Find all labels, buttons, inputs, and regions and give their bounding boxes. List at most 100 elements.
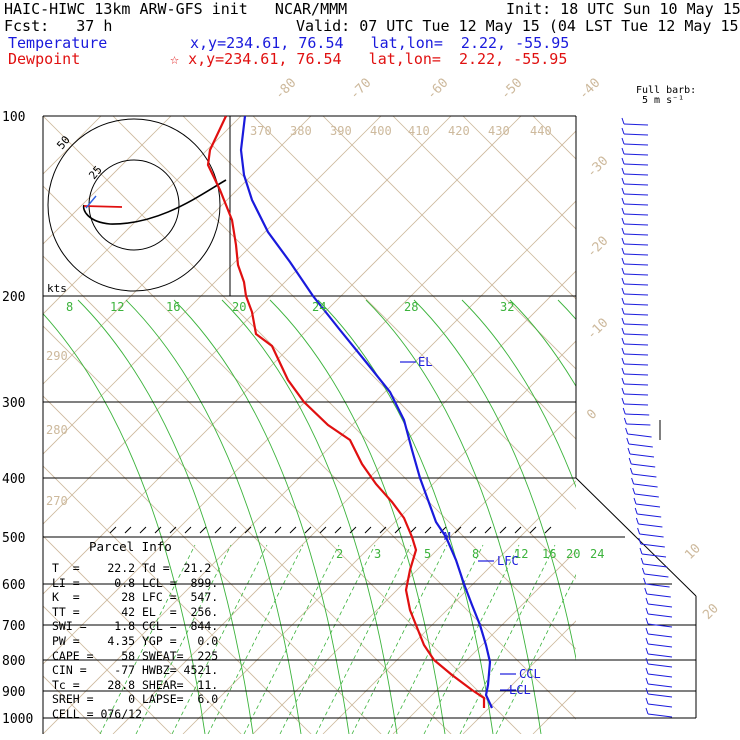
isotherm-label: -40 (576, 76, 603, 103)
moist-adiabat-line (77, 299, 254, 734)
dry-adiabat-line (0, 116, 33, 736)
dewpoint-profile-line (206, 116, 486, 708)
level-marker-m: M (444, 530, 451, 543)
parcel-info-row: PW = 4.35 YGP = 0.0 (52, 634, 219, 648)
mixing-ratio-label: 16 (542, 547, 556, 561)
wind-barb-flag (645, 607, 649, 615)
theta-label: 430 (488, 124, 510, 138)
isotherm-line (392, 550, 576, 734)
dry-adiabat-line (532, 116, 576, 160)
wind-barb-flag (621, 357, 625, 365)
hatch-mark (259, 526, 267, 534)
wind-barb-flag (621, 267, 625, 275)
hatch-mark (364, 526, 372, 534)
wind-barb (647, 653, 673, 658)
pressure-tick-label: 600 (2, 578, 25, 593)
moist-adiabat-line (413, 299, 576, 662)
wind-barb-flag (621, 377, 625, 385)
wind-barb-flag (621, 127, 625, 135)
moist-adiabat-line (461, 299, 576, 489)
wind-barb-flag (621, 287, 625, 295)
wind-barb-flag (621, 187, 625, 195)
wind-barb-flag (621, 297, 625, 305)
wind-barb-flag (621, 317, 625, 325)
wind-barb (623, 163, 649, 166)
wind-barb (634, 493, 659, 498)
wind-barb-flag (621, 177, 625, 185)
theta-label: 290 (46, 349, 68, 363)
mixing-ratio-line (279, 544, 376, 734)
init-time: Init: 18 UTC Sun 10 May 15 (506, 0, 740, 18)
theta-e-label: 32 (500, 300, 514, 314)
wind-barb (647, 713, 673, 718)
wind-barb (623, 273, 649, 276)
hatch-mark (529, 526, 537, 534)
wind-barb (645, 583, 670, 588)
wind-barb (623, 203, 649, 206)
hatch-mark (394, 526, 402, 534)
isotherm-line (322, 480, 576, 734)
dewpoint-location: ☆ x,y=234.61, 76.54 lat,lon= 2.22, -55.9… (170, 50, 568, 68)
parcel-info-row: SWI = 1.8 CCL = 844. (52, 619, 219, 634)
wind-barb (623, 223, 649, 226)
wind-barb (623, 233, 649, 236)
hatch-mark (544, 526, 552, 534)
theta-label: 400 (370, 124, 392, 138)
wind-barb (647, 603, 673, 608)
wind-barb (647, 703, 673, 708)
wind-barb (623, 193, 649, 196)
hatch-mark (469, 526, 477, 534)
moist-adiabat-line (365, 299, 542, 734)
wind-barb-flag (628, 457, 632, 465)
isotherm-line (43, 116, 312, 385)
wind-barb-flag (621, 207, 625, 215)
isotherm-line (112, 270, 576, 734)
wind-barb-flag (645, 707, 649, 715)
wind-barb (631, 463, 656, 468)
pressure-tick-label: 200 (2, 290, 25, 305)
barb-legend: Full barb: 5 m s⁻¹ (636, 85, 697, 106)
isotherm-line (43, 116, 382, 455)
hodograph-ring-label: 50 (54, 133, 72, 152)
parcel-info-row: CIN = -77 HWBZ= 4521. (52, 663, 219, 678)
mixing-ratio-line (207, 544, 304, 734)
level-marker-label: LCL (509, 683, 531, 697)
pressure-tick-label: 100 (2, 110, 25, 125)
mixing-ratio-label: 2 (336, 547, 343, 561)
moist-adiabat-line (125, 299, 302, 734)
wind-barb (633, 483, 658, 488)
dry-adiabat-line (252, 116, 576, 440)
pressure-tick-label: 800 (2, 654, 25, 669)
wind-barb (626, 423, 651, 426)
mixing-ratio-line (99, 544, 196, 734)
wind-barb (627, 433, 652, 438)
wind-barb (628, 443, 653, 448)
hatch-mark (334, 526, 342, 534)
isotherm-line (462, 620, 576, 734)
isotherm-line (603, 114, 740, 734)
wind-barb (647, 683, 673, 688)
parcel-info-row: LI = -0.8 LCL = 899. (52, 575, 219, 590)
hatch-mark (109, 526, 117, 534)
hatch-mark (514, 526, 522, 534)
parcel-info-row: K = 28 LFC = 547. (52, 590, 219, 605)
plot-frame-diagonal (575, 477, 697, 597)
valid-time: Valid: 07 UTC Tue 12 May 15 (04 LST Tue … (296, 17, 740, 35)
mixing-ratio-line (171, 544, 268, 734)
moist-adiabat-line (173, 299, 350, 734)
hatch-mark (289, 526, 297, 534)
wind-barb-flag (645, 697, 649, 705)
wind-barb-flag (645, 637, 649, 645)
wind-barb-flag (621, 157, 625, 165)
dry-adiabat-line (43, 325, 452, 734)
wind-barb-flag (621, 257, 625, 265)
hatch-mark (214, 526, 222, 534)
wind-barb (623, 143, 649, 146)
wind-barb-flag (621, 327, 625, 335)
wind-barb (647, 663, 673, 668)
hatch-mark (439, 526, 447, 534)
wind-barb-flag (634, 507, 638, 515)
isotherm-line (43, 116, 452, 525)
parcel-info-row: TT = 42 EL = 256. (52, 604, 219, 619)
mixing-ratio-label: 24 (590, 547, 604, 561)
